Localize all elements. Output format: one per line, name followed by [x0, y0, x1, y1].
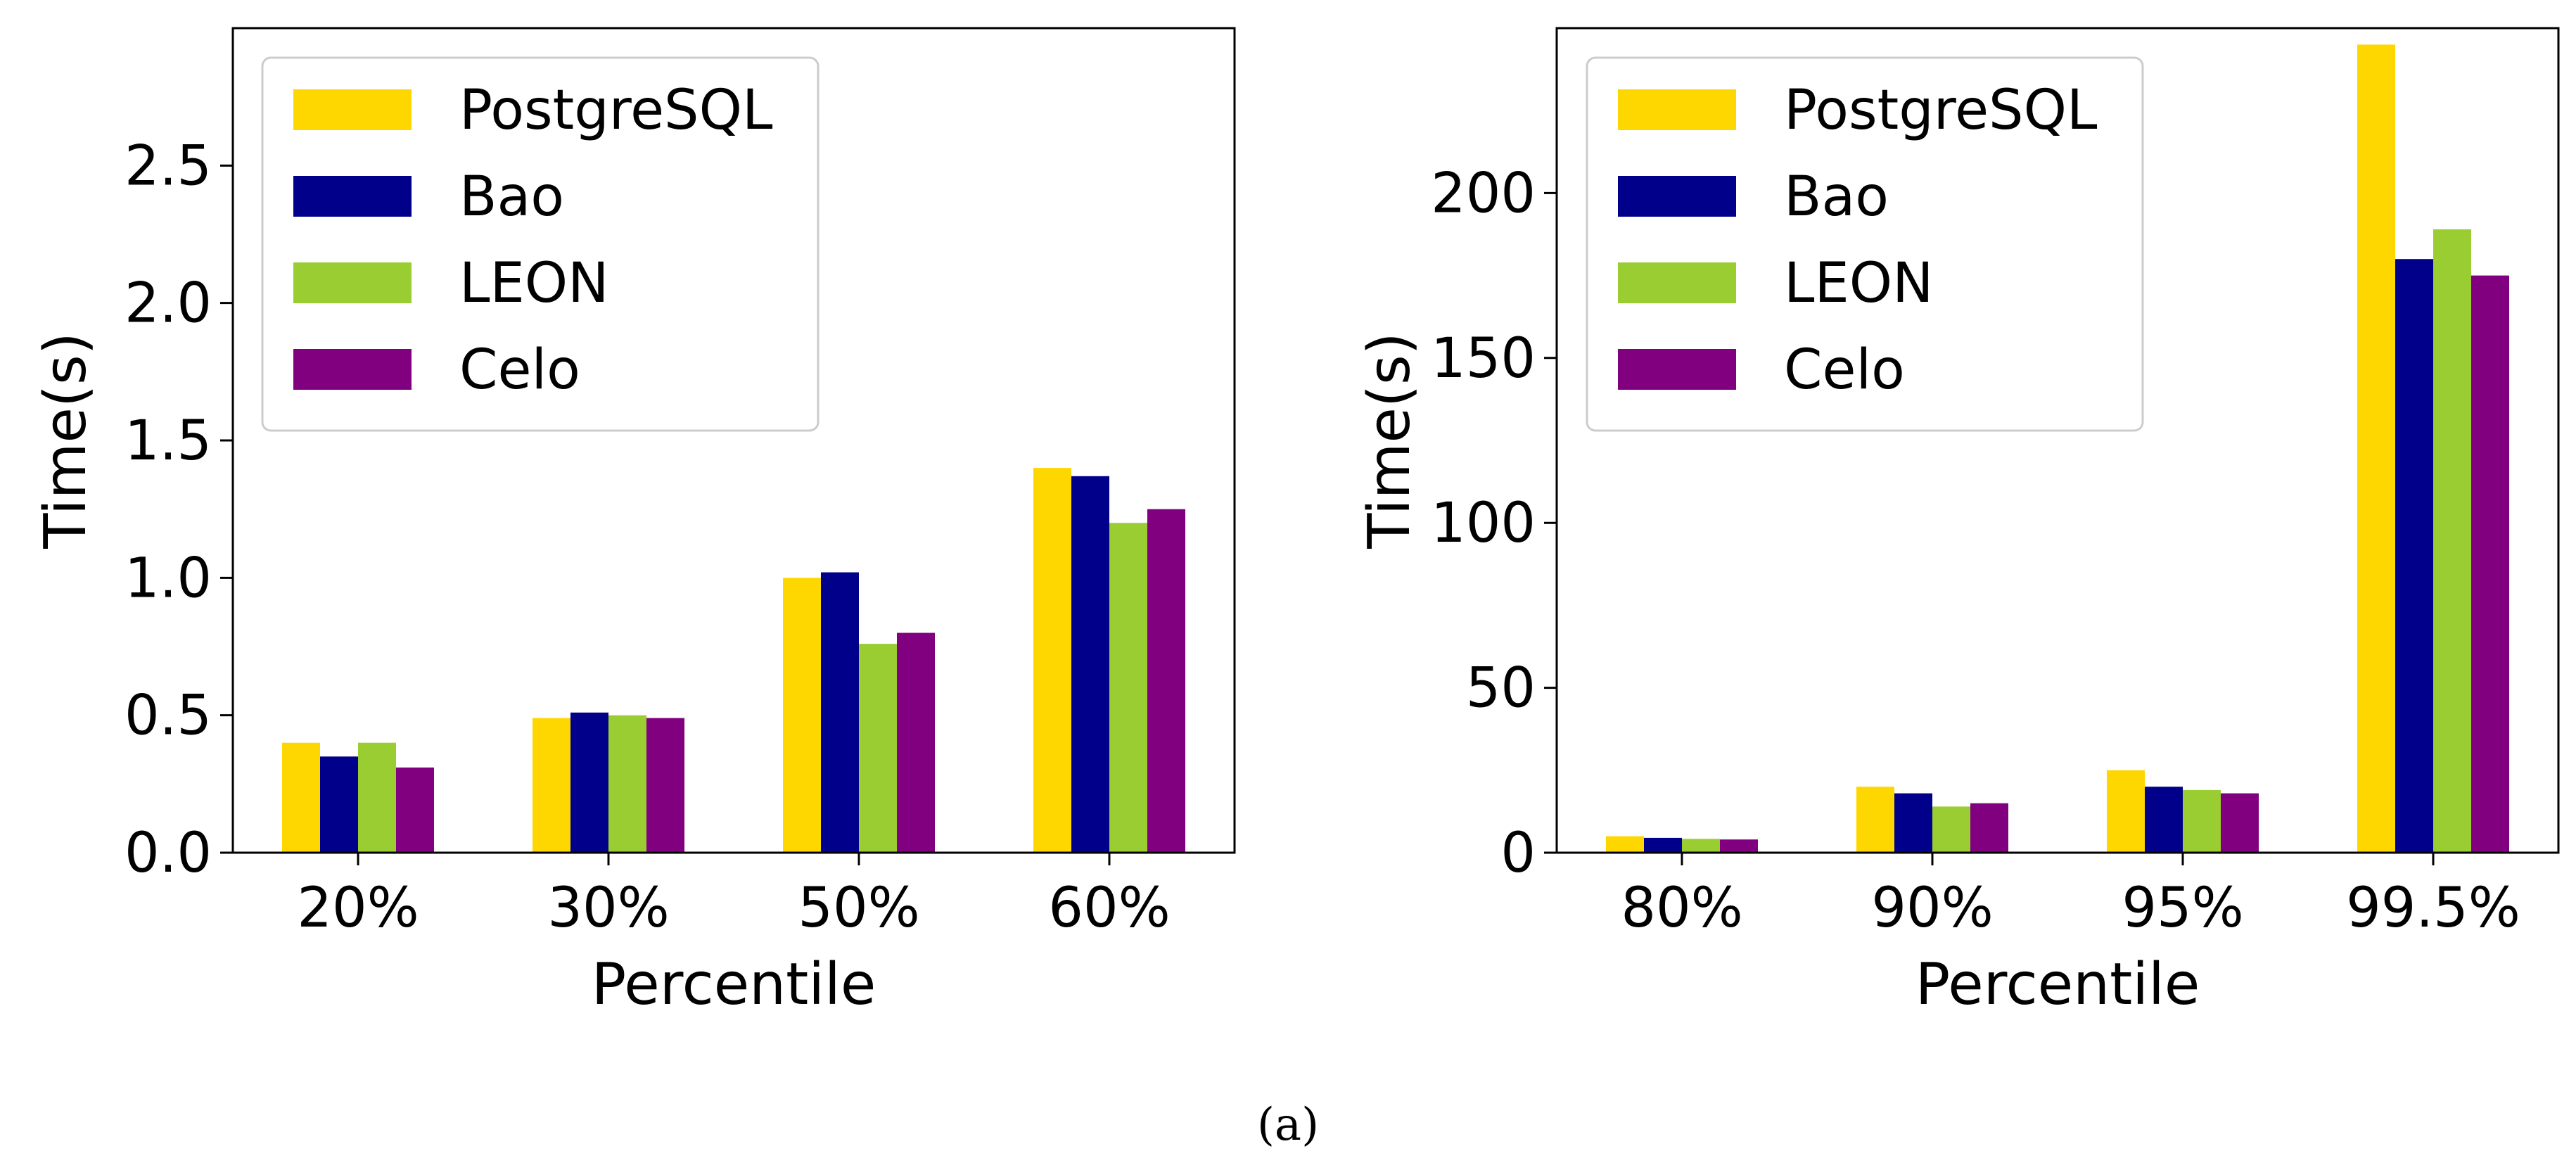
bar-bao-99.5%	[2395, 259, 2433, 853]
bar-bao-30%	[570, 712, 608, 853]
legend-label-celo: Celo	[459, 338, 580, 402]
legend-swatch-postgresql	[293, 89, 412, 130]
bar-bao-80%	[1644, 837, 1682, 853]
bar-postgresql-30%	[533, 718, 570, 853]
bar-postgresql-99.5%	[2357, 44, 2395, 853]
legend-swatch-bao	[293, 176, 412, 217]
legend-swatch-celo	[1618, 349, 1736, 390]
bar-bao-20%	[320, 756, 358, 853]
y-axis-title: Time(s)	[1356, 332, 1423, 549]
bar-leon-95%	[2183, 789, 2221, 853]
bar-leon-90%	[1932, 806, 1970, 853]
bar-celo-30%	[646, 718, 684, 853]
bar-bao-50%	[821, 572, 859, 853]
legend	[1586, 56, 2144, 432]
legend-swatch-leon	[293, 262, 412, 303]
bar-leon-20%	[358, 742, 396, 853]
x-axis-title: Percentile	[1915, 951, 2200, 1018]
chart-left: 0.0 0.5 1.0 1.5 2.0 2.5 20% 30% 50% 60% Percentile…	[32, 27, 1236, 1018]
bar-celo-20%	[396, 767, 434, 853]
bar-bao-95%	[2145, 787, 2183, 853]
y-axis-title: Time(s)	[32, 332, 99, 549]
x-tick-label: 90%	[1871, 877, 1993, 940]
bar-celo-90%	[1970, 803, 2008, 853]
x-tick-label: 80%	[1621, 877, 1742, 940]
y-tick-label: 1.5	[125, 409, 212, 473]
bar-leon-80%	[1682, 839, 1720, 853]
legend-label-bao: Bao	[459, 165, 564, 229]
legend-swatch-postgresql	[1618, 89, 1736, 130]
legend	[261, 56, 820, 432]
y-tick-label: 0	[1500, 822, 1536, 885]
bar-celo-99.5%	[2471, 275, 2509, 853]
bar-postgresql-20%	[282, 742, 320, 853]
legend-label-leon: LEON	[459, 252, 608, 315]
bar-celo-50%	[897, 632, 935, 853]
bar-postgresql-60%	[1033, 468, 1071, 853]
legend-label-leon: LEON	[1784, 252, 1933, 315]
legend-label-postgresql: PostgreSQL	[459, 79, 773, 142]
bar-postgresql-90%	[1856, 787, 1894, 853]
bar-celo-80%	[1720, 839, 1758, 853]
bar-leon-30%	[608, 715, 646, 853]
y-tick-label: 150	[1431, 327, 1536, 390]
bar-leon-99.5%	[2433, 229, 2471, 853]
bar-bao-90%	[1894, 793, 1932, 853]
legend-swatch-bao	[1618, 176, 1736, 217]
y-tick-label: 200	[1431, 162, 1536, 225]
y-tick-label: 0.5	[125, 685, 212, 748]
x-tick-label: 60%	[1048, 877, 1170, 940]
bar-leon-60%	[1109, 523, 1147, 853]
bar-postgresql-95%	[2107, 770, 2145, 853]
bar-postgresql-80%	[1606, 836, 1644, 853]
x-tick-label: 99.5%	[2346, 877, 2520, 940]
legend-swatch-leon	[1618, 262, 1736, 303]
x-tick-label: 95%	[2122, 877, 2243, 940]
y-tick-label: 50	[1466, 657, 1536, 720]
legend-label-bao: Bao	[1784, 165, 1889, 229]
bar-celo-60%	[1147, 509, 1185, 853]
x-axis-title: Percentile	[592, 951, 876, 1018]
x-tick-label: 30%	[547, 877, 669, 940]
bar-leon-50%	[859, 644, 897, 853]
y-tick-label: 2.5	[125, 134, 212, 198]
y-tick-label: 1.0	[125, 547, 212, 610]
figure-caption: (a)	[1257, 1099, 1319, 1151]
plot-frame	[1555, 27, 2560, 854]
x-tick-label: 50%	[798, 877, 919, 940]
legend-label-postgresql: PostgreSQL	[1784, 79, 2098, 142]
bar-postgresql-50%	[783, 578, 821, 853]
legend-swatch-celo	[293, 349, 412, 390]
chart-right: 0 50 100 150 200 80% 90% 95% 99.5% Percentile Time…	[1356, 27, 2560, 1018]
y-tick-label: 100	[1431, 492, 1536, 555]
bar-bao-60%	[1071, 476, 1109, 853]
y-tick-label: 2.0	[125, 272, 212, 336]
x-tick-label: 20%	[297, 877, 419, 940]
bar-celo-95%	[2221, 793, 2259, 853]
legend-label-celo: Celo	[1784, 338, 1905, 402]
y-tick-label: 0.0	[125, 822, 212, 885]
